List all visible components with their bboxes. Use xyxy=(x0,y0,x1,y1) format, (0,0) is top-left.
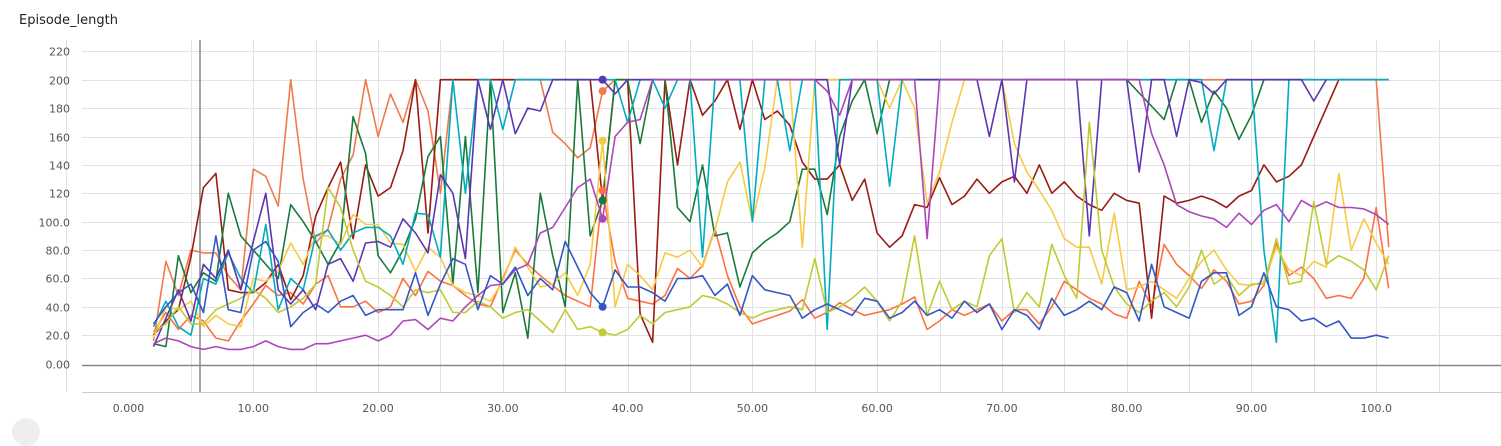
x-tick-label: 30.00 xyxy=(487,402,519,415)
x-tick-label: 20.00 xyxy=(362,402,394,415)
x-tick-label: 70.00 xyxy=(986,402,1018,415)
x-tick-label: 60.00 xyxy=(861,402,893,415)
hover-marker-2 xyxy=(599,187,607,195)
chart-canvas: 0.00 20.0 40.0 60.0 80.0 100.0 120 140 160 180 200… xyxy=(0,0,1501,426)
y-tick-label: 40.0 xyxy=(46,302,71,315)
series-line-10 xyxy=(154,236,1389,338)
hover-marker-4 xyxy=(599,196,607,204)
y-tick-label: 200 xyxy=(49,75,70,88)
hover-marker-9 xyxy=(599,328,607,336)
fab-button[interactable] xyxy=(12,418,40,446)
y-tick-label: 0.00 xyxy=(46,359,71,372)
y-tick-label: 20.0 xyxy=(46,330,71,343)
x-tick-label: 0.000 xyxy=(113,402,145,415)
series-lines xyxy=(154,80,1389,350)
y-tick-label: 220 xyxy=(49,46,70,59)
x-tick-label: 100.0 xyxy=(1360,402,1392,415)
y-tick-label: 60.0 xyxy=(46,273,71,286)
x-tick-label: 80.00 xyxy=(1111,402,1143,415)
x-tick-label: 40.00 xyxy=(612,402,644,415)
y-tick-label: 180 xyxy=(49,103,70,116)
y-tick-label: 120 xyxy=(49,188,70,201)
hover-marker-8 xyxy=(599,215,607,223)
hover-marker-10 xyxy=(599,303,607,311)
y-tick-label: 140 xyxy=(49,160,70,173)
x-tick-label: 10.00 xyxy=(238,402,270,415)
hover-marker-1 xyxy=(599,87,607,95)
y-tick-label: 100.0 xyxy=(39,217,71,230)
hover-marker-5 xyxy=(599,137,607,145)
x-tick-label: 50.00 xyxy=(737,402,769,415)
series-line-2 xyxy=(154,191,1389,341)
x-tick-label: 90.00 xyxy=(1236,402,1268,415)
grid xyxy=(67,40,1501,392)
y-tick-label: 80.0 xyxy=(46,245,71,258)
hover-marker-7 xyxy=(599,76,607,84)
y-tick-label: 160 xyxy=(49,132,70,145)
